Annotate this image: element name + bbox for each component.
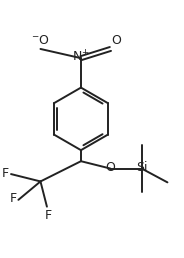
Text: O: O [105, 161, 115, 174]
Text: F: F [2, 167, 9, 180]
Text: F: F [44, 209, 51, 222]
Text: Si: Si [136, 161, 147, 174]
Text: N$^{+}$: N$^{+}$ [72, 50, 90, 65]
Text: O: O [111, 34, 121, 47]
Text: $^{-}$O: $^{-}$O [31, 34, 50, 47]
Text: F: F [9, 192, 17, 205]
